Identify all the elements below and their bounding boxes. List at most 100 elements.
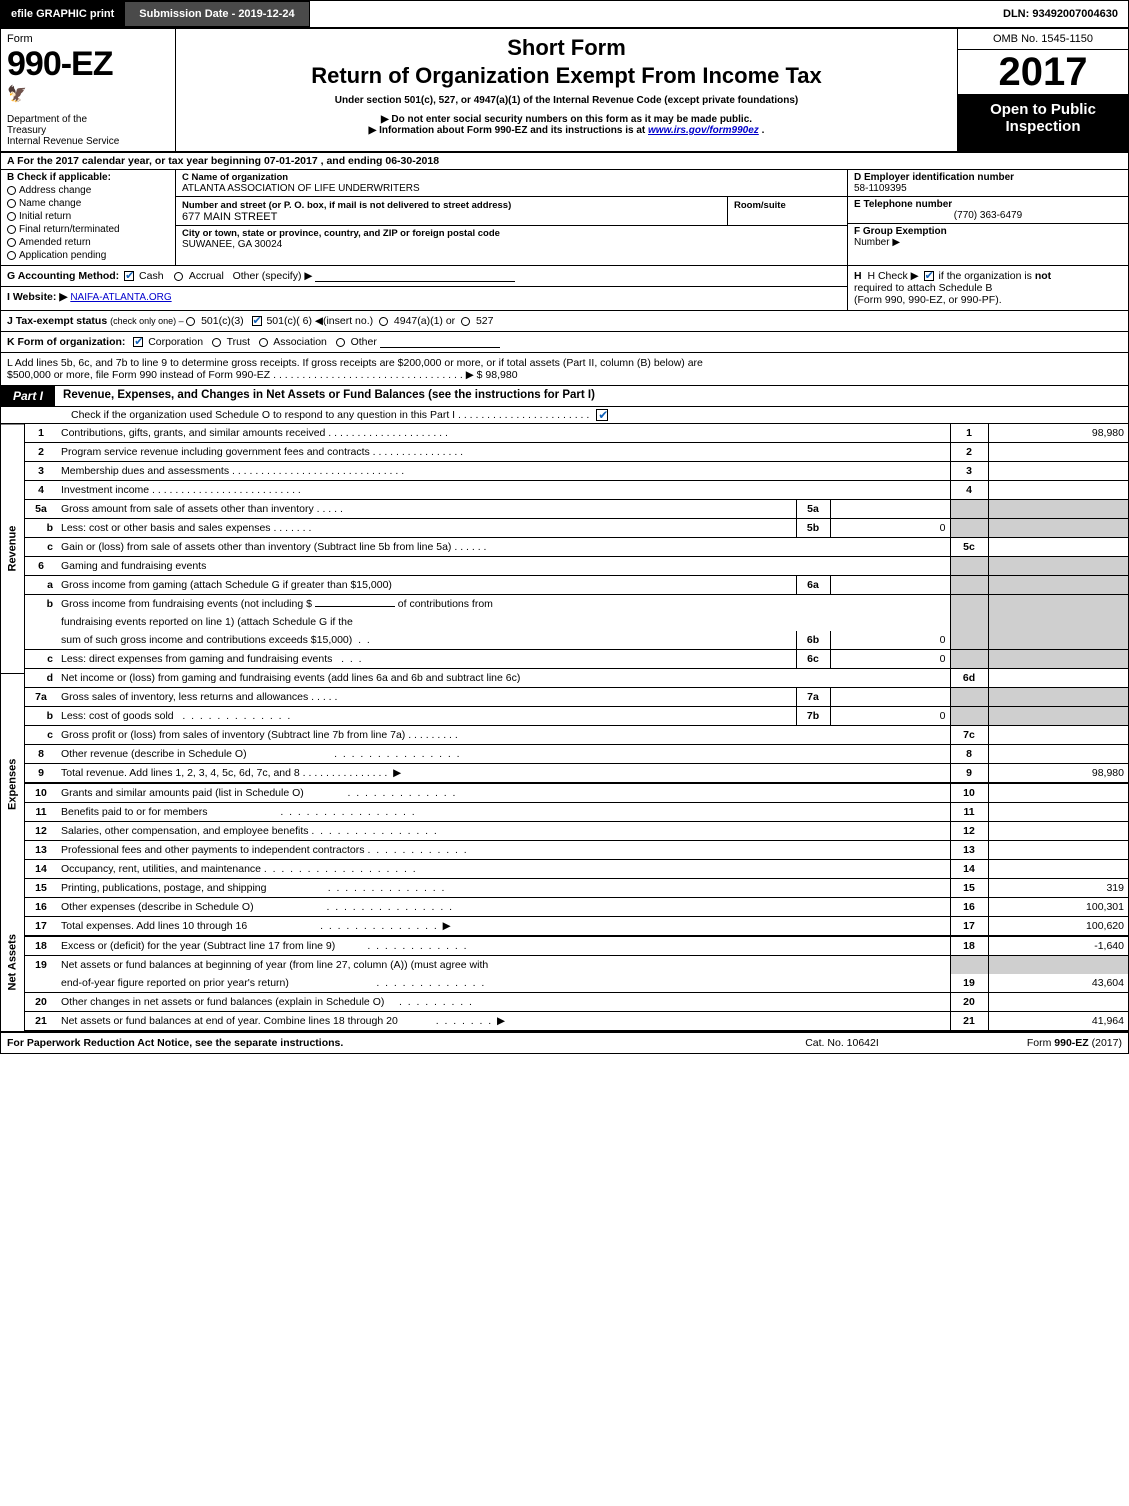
sidebar-revenue: Revenue [1,424,24,673]
cat-no: Cat. No. 10642I [742,1037,942,1049]
efile-print-button[interactable]: efile GRAPHIC print [1,1,124,27]
info-link-line: ▶ Information about Form 990-EZ and its … [186,125,947,136]
check-cash[interactable] [124,271,134,281]
line-sub: b [25,519,57,538]
line-value: 319 [988,879,1128,898]
line-desc: Other revenue (describe in Schedule O) .… [57,745,950,764]
mid-value: 0 [830,650,950,669]
circle-icon[interactable] [186,317,195,326]
k-corp: Corporation [148,336,203,348]
check-amended-return[interactable]: Amended return [7,237,169,248]
line-16: 16 Other expenses (describe in Schedule … [25,898,1128,917]
line-desc: Gross sales of inventory, less returns a… [57,688,796,707]
check-final-return[interactable]: Final return/terminated [7,224,169,235]
line-desc: Gain or (loss) from sale of assets other… [57,538,950,557]
shade-cell [988,688,1128,707]
j-4947: 4947(a)(1) or [394,315,455,327]
shade-cell [988,707,1128,726]
mid-value [830,576,950,595]
line-value [988,443,1128,462]
line-6b-2: fundraising events reported on line 1) (… [25,613,1128,631]
submission-date-button[interactable]: Submission Date - 2019-12-24 [124,1,309,27]
ghi-block: G Accounting Method: Cash Accrual Other … [1,266,1128,311]
website-link[interactable]: NAIFA-ATLANTA.ORG [70,292,171,303]
row-l-gross-receipts: L Add lines 5b, 6c, and 7b to line 9 to … [1,353,1128,386]
line-7c: c Gross profit or (loss) from sales of i… [25,726,1128,745]
circle-icon[interactable] [336,338,345,347]
sidebar-net-assets: Net Assets [1,894,24,1032]
shade-cell [950,707,988,726]
entity-info-block: B Check if applicable: Address change Na… [1,170,1128,266]
line-num: 13 [25,841,57,860]
irs-form990ez-link[interactable]: www.irs.gov/form990ez [648,125,759,136]
mid-value [830,688,950,707]
check-initial-return[interactable]: Initial return [7,211,169,222]
line-value [988,860,1128,879]
irs-label: Internal Revenue Service [7,136,169,147]
circle-icon[interactable] [379,317,388,326]
check-address-change[interactable]: Address change [7,185,169,196]
line-4: 4 Investment income . . . . . . . . . . … [25,481,1128,500]
line-desc: Benefits paid to or for members . . . . … [57,803,950,822]
circle-icon [7,238,16,247]
open-public-line2: Inspection [1005,118,1080,135]
shade-cell [950,500,988,519]
check-schedule-o[interactable] [596,409,608,421]
accrual-label: Accrual [189,270,224,282]
line-desc: Less: cost of goods sold . . . . . . . .… [57,707,796,726]
line-num: 2 [25,443,57,462]
line-sub [25,613,57,631]
circle-icon[interactable] [174,272,183,281]
part-i-sub-text: Check if the organization used Schedule … [71,409,455,421]
group-exemption-label: F Group Exemption [854,226,947,237]
line-value: -1,640 [988,936,1128,956]
top-bar: efile GRAPHIC print Submission Date - 20… [1,1,1128,27]
j-label: J Tax-exempt status [7,315,107,327]
line-19-1: 19 Net assets or fund balances at beginn… [25,956,1128,975]
col-gi: G Accounting Method: Cash Accrual Other … [1,266,848,310]
line-num: 14 [25,860,57,879]
line-rnum: 8 [950,745,988,764]
row-h-schedule-b: H H Check ▶ if the organization is not r… [848,266,1128,310]
check-name-change[interactable]: Name change [7,198,169,209]
line-7a: 7a Gross sales of inventory, less return… [25,688,1128,707]
line-11: 11 Benefits paid to or for members . . .… [25,803,1128,822]
line-value: 43,604 [988,974,1128,993]
line-value [988,481,1128,500]
check-schedule-b[interactable] [924,271,934,281]
ein-label: D Employer identification number [854,172,1014,183]
line-8: 8 Other revenue (describe in Schedule O)… [25,745,1128,764]
section-sidebar: Revenue Expenses Net Assets [1,424,25,1031]
row-a-end: 06-30-2018 [385,155,439,167]
shade-cell [950,650,988,669]
shade-cell [988,631,1128,650]
shade-cell [988,956,1128,975]
line-desc: Net assets or fund balances at end of ye… [57,1012,950,1031]
line-rnum: 21 [950,1012,988,1031]
check-501c[interactable] [252,316,262,326]
line-rnum: 9 [950,764,988,784]
line-rnum: 19 [950,974,988,993]
line-21: 21 Net assets or fund balances at end of… [25,1012,1128,1031]
shade-cell [988,650,1128,669]
line-desc: sum of such gross income and contributio… [57,631,796,650]
k-label: K Form of organization: [7,336,125,348]
mid-num: 7b [796,707,830,726]
line-num: 12 [25,822,57,841]
dots: . . . . . . . . . . . . . . . . . . . . … [273,369,466,381]
shade-cell [988,595,1128,614]
line-desc: Investment income . . . . . . . . . . . … [57,481,950,500]
k-other: Other [351,336,377,348]
col-def: D Employer identification number 58-1109… [848,170,1128,265]
line-value: 41,964 [988,1012,1128,1031]
check-corporation[interactable] [133,337,143,347]
org-city-value: SUWANEE, GA 30024 [182,239,282,250]
line-9: 9 Total revenue. Add lines 1, 2, 3, 4, 5… [25,764,1128,784]
check-application-pending[interactable]: Application pending [7,250,169,261]
line-rnum: 1 [950,424,988,443]
circle-icon[interactable] [461,317,470,326]
circle-icon[interactable] [259,338,268,347]
line-value [988,669,1128,688]
circle-icon[interactable] [212,338,221,347]
line-rnum: 6d [950,669,988,688]
